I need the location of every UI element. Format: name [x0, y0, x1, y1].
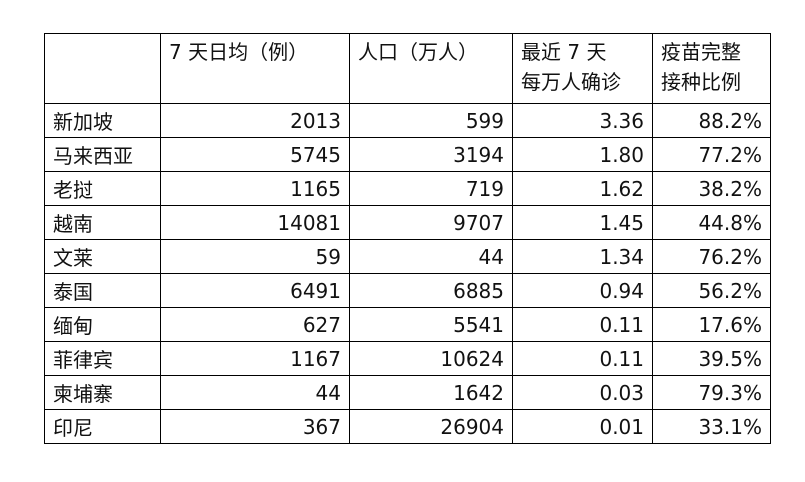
value-cell: 56.2%: [652, 273, 771, 308]
value-cell: 1.34: [512, 239, 653, 274]
header-text: 最近 7 天: [521, 40, 607, 64]
header-text: 疫苗完整: [661, 40, 741, 64]
table-row: 印尼 367 26904 0.01 33.1%: [44, 409, 771, 444]
value-cell: 6885: [349, 273, 513, 308]
table-row: 文莱 59 44 1.34 76.2%: [44, 239, 771, 274]
table-row: 老挝 1165 719 1.62 38.2%: [44, 171, 771, 206]
value-cell: 0.01: [512, 409, 653, 444]
value-cell: 26904: [349, 409, 513, 444]
value-cell: 9707: [349, 205, 513, 240]
country-cell: 马来西亚: [44, 137, 161, 172]
value-cell: 3194: [349, 137, 513, 172]
value-cell: 627: [160, 307, 350, 342]
country-cell: 老挝: [44, 171, 161, 206]
table-row: 柬埔寨 44 1642 0.03 79.3%: [44, 375, 771, 410]
value-cell: 6491: [160, 273, 350, 308]
value-cell: 719: [349, 171, 513, 206]
value-cell: 1167: [160, 341, 350, 376]
header-text: 7 天日均（例）: [169, 40, 309, 64]
table-row: 新加坡 2013 599 3.36 88.2%: [44, 103, 771, 138]
value-cell: 44.8%: [652, 205, 771, 240]
value-cell: 1.80: [512, 137, 653, 172]
value-cell: 367: [160, 409, 350, 444]
value-cell: 17.6%: [652, 307, 771, 342]
value-cell: 44: [160, 375, 350, 410]
table-row: 泰国 6491 6885 0.94 56.2%: [44, 273, 771, 308]
value-cell: 10624: [349, 341, 513, 376]
value-cell: 1165: [160, 171, 350, 206]
value-cell: 44: [349, 239, 513, 274]
value-cell: 59: [160, 239, 350, 274]
value-cell: 1642: [349, 375, 513, 410]
header-cell: 人口（万人）: [349, 33, 513, 104]
table-body: 7 天日均（例） 人口（万人） 最近 7 天每万人确诊 疫苗完整 接种比例 新加坡 2013…: [44, 33, 771, 444]
data-table: 7 天日均（例） 人口（万人） 最近 7 天每万人确诊 疫苗完整 接种比例 新加坡 2013…: [44, 33, 771, 444]
value-cell: 1.45: [512, 205, 653, 240]
value-cell: 33.1%: [652, 409, 771, 444]
value-cell: 79.3%: [652, 375, 771, 410]
value-cell: 3.36: [512, 103, 653, 138]
value-cell: 88.2%: [652, 103, 771, 138]
country-cell: 印尼: [44, 409, 161, 444]
country-cell: 缅甸: [44, 307, 161, 342]
header-text: 接种比例: [661, 70, 741, 94]
value-cell: 39.5%: [652, 341, 771, 376]
value-cell: 0.03: [512, 375, 653, 410]
value-cell: 5541: [349, 307, 513, 342]
country-cell: 新加坡: [44, 103, 161, 138]
table-row: 越南 14081 9707 1.45 44.8%: [44, 205, 771, 240]
country-cell: 泰国: [44, 273, 161, 308]
value-cell: 76.2%: [652, 239, 771, 274]
header-text: 人口（万人）: [358, 40, 478, 64]
value-cell: 0.11: [512, 341, 653, 376]
value-cell: 2013: [160, 103, 350, 138]
header-cell: [44, 33, 161, 104]
value-cell: 77.2%: [652, 137, 771, 172]
header-row: 7 天日均（例） 人口（万人） 最近 7 天每万人确诊 疫苗完整 接种比例: [44, 33, 771, 104]
value-cell: 1.62: [512, 171, 653, 206]
country-cell: 越南: [44, 205, 161, 240]
value-cell: 0.94: [512, 273, 653, 308]
value-cell: 5745: [160, 137, 350, 172]
country-cell: 柬埔寨: [44, 375, 161, 410]
header-cell: 疫苗完整 接种比例: [652, 33, 771, 104]
header-cell: 7 天日均（例）: [160, 33, 350, 104]
value-cell: 599: [349, 103, 513, 138]
header-text: 每万人确诊: [521, 70, 621, 94]
header-cell: 最近 7 天每万人确诊: [512, 33, 653, 104]
table-row: 马来西亚 5745 3194 1.80 77.2%: [44, 137, 771, 172]
table-row: 菲律宾 1167 10624 0.11 39.5%: [44, 341, 771, 376]
country-cell: 文莱: [44, 239, 161, 274]
value-cell: 38.2%: [652, 171, 771, 206]
table-row: 缅甸 627 5541 0.11 17.6%: [44, 307, 771, 342]
value-cell: 0.11: [512, 307, 653, 342]
country-cell: 菲律宾: [44, 341, 161, 376]
value-cell: 14081: [160, 205, 350, 240]
